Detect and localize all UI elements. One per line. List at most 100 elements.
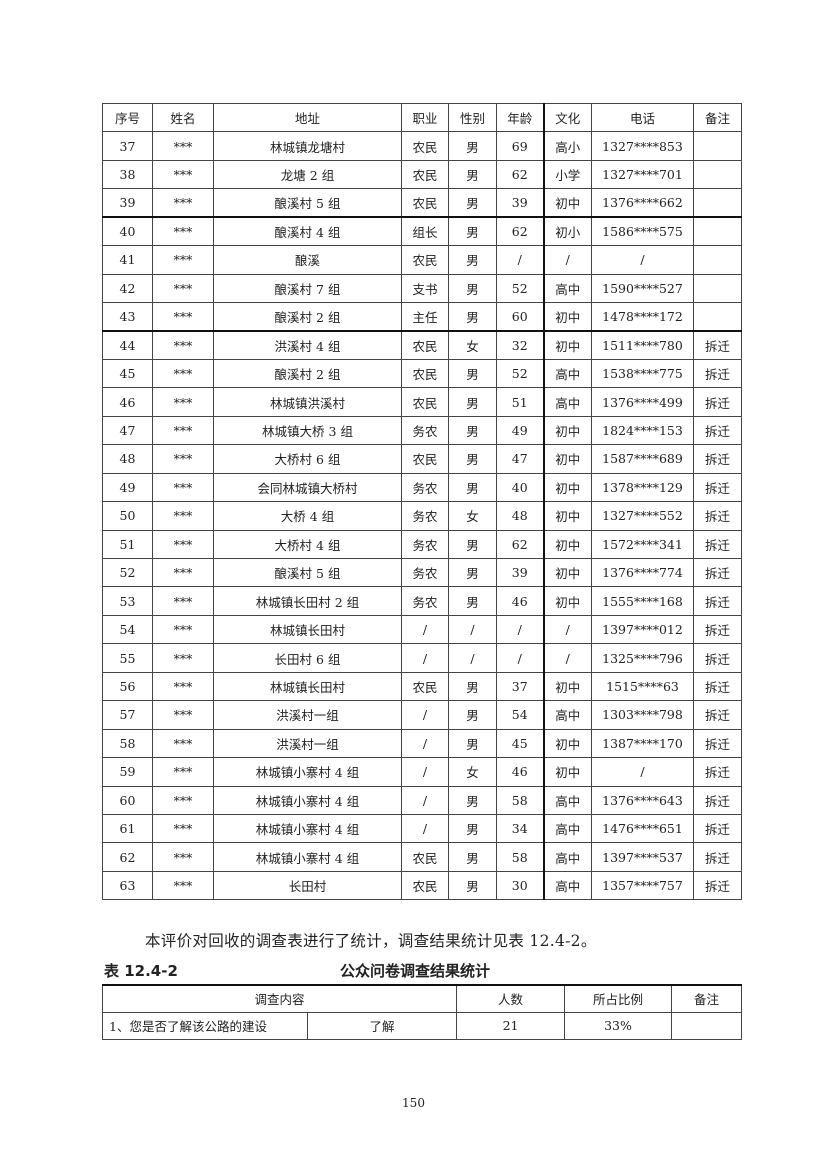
table-row: 52 *** 酿溪村 5 组务农男 39 初中 1376****774 拆迁 bbox=[102, 557, 742, 588]
survey-results-table: 调查内容 人数 所占比例 备注 1、您是否了解该公路的建设 了解 21 33% bbox=[101, 984, 743, 1040]
header-age: 年龄 bbox=[496, 102, 544, 133]
cell-gender: 男 bbox=[448, 557, 497, 588]
cell-remark: 拆迁 bbox=[693, 700, 742, 730]
cell-education: 初中 bbox=[542, 444, 592, 474]
cell-education: 初中 bbox=[542, 757, 592, 787]
cell-remark: 拆迁 bbox=[693, 728, 742, 759]
cell-address: 洪溪村一组 bbox=[213, 728, 402, 759]
cell-age: 52 bbox=[496, 358, 544, 389]
cell-education: 初中 bbox=[542, 302, 592, 332]
cell-index: 58 bbox=[102, 728, 153, 759]
cell-name: *** bbox=[152, 785, 214, 815]
cell-name: *** bbox=[152, 188, 214, 218]
cell-phone: 1397****012 bbox=[591, 614, 694, 645]
cell-occupation: / bbox=[401, 813, 449, 844]
cell-occupation: 务农 bbox=[401, 529, 449, 560]
cell-name: *** bbox=[152, 472, 214, 503]
cell-occupation: / bbox=[401, 643, 449, 673]
cell-index: 53 bbox=[102, 586, 153, 616]
cell-address: 林城镇长田村 bbox=[213, 671, 402, 702]
cell-age: / bbox=[496, 643, 544, 673]
table-row: 45 *** 酿溪村 2 组农民男 52 高中 1538****775 拆迁 bbox=[102, 358, 742, 389]
cell-remark: 拆迁 bbox=[693, 757, 742, 787]
cell-remark bbox=[693, 302, 742, 332]
cell-age: 40 bbox=[496, 472, 544, 503]
cell-education: 初中 bbox=[542, 188, 592, 218]
cell-name: *** bbox=[152, 444, 214, 474]
cell-index: 61 bbox=[102, 813, 153, 844]
header-count: 人数 bbox=[456, 984, 566, 1013]
cell-address: 林城镇龙塘村 bbox=[213, 131, 402, 161]
cell-education: / bbox=[542, 245, 592, 275]
cell-remark: 拆迁 bbox=[693, 643, 742, 673]
cell-remark: 拆迁 bbox=[693, 444, 742, 474]
cell-age: 46 bbox=[496, 586, 544, 616]
cell-address: 林城镇小寨村 4 组 bbox=[213, 785, 402, 815]
cell-remark: 拆迁 bbox=[693, 614, 742, 645]
table-row: 38 *** 龙塘 2 组农民男 62 小学 1327****701 bbox=[102, 159, 742, 190]
cell-occupation: 农民 bbox=[401, 159, 449, 190]
table-row: 42 *** 酿溪村 7 组支书男 52 高中 1590****527 bbox=[102, 273, 742, 304]
cell-address: 林城镇长田村 2 组 bbox=[213, 586, 402, 616]
cell-phone: / bbox=[591, 245, 694, 275]
cell-percent: 33% bbox=[564, 1011, 673, 1040]
cell-gender: 男 bbox=[448, 358, 497, 389]
cell-name: *** bbox=[152, 415, 214, 446]
cell-occupation: / bbox=[401, 785, 449, 815]
cell-address: 洪溪村 4 组 bbox=[213, 329, 402, 360]
cell-remark: 拆迁 bbox=[693, 813, 742, 844]
cell-occupation: 农民 bbox=[401, 358, 449, 389]
cell-name: *** bbox=[152, 273, 214, 304]
header-address: 地址 bbox=[213, 102, 402, 133]
cell-remark bbox=[693, 159, 742, 190]
cell-remark: 拆迁 bbox=[693, 785, 742, 815]
residents-table: 序号 姓名 地址 职业 性别 年龄 文化 电话 备注 37 *** 林城镇龙塘村 农民… bbox=[102, 102, 742, 901]
cell-gender: 男 bbox=[448, 472, 497, 503]
cell-name: *** bbox=[152, 329, 214, 360]
table-row: 60 *** 林城镇小寨村 4 组 / 男 58 高中 1376****643 拆迁 bbox=[102, 785, 742, 815]
cell-phone: 1357****757 bbox=[591, 870, 694, 901]
cell-address: 林城镇小寨村 4 组 bbox=[213, 757, 402, 787]
cell-remark: 拆迁 bbox=[693, 842, 742, 872]
cell-name: *** bbox=[152, 131, 214, 161]
cell-phone: 1303****798 bbox=[591, 700, 694, 730]
cell-occupation: 务农 bbox=[401, 472, 449, 503]
cell-gender: / bbox=[448, 614, 497, 645]
cell-phone: 1376****499 bbox=[591, 387, 694, 417]
cell-education: 初中 bbox=[542, 529, 592, 560]
cell-gender: 男 bbox=[448, 159, 497, 190]
cell-index: 62 bbox=[102, 842, 153, 872]
cell-age: / bbox=[496, 614, 544, 645]
cell-address: 林城镇长田村 bbox=[213, 614, 402, 645]
cell-phone: 1397****537 bbox=[591, 842, 694, 872]
cell-age: 39 bbox=[496, 557, 544, 588]
table-row: 59 *** 林城镇小寨村 4 组 / 女 46 初中 / 拆迁 bbox=[102, 757, 742, 787]
cell-age: 62 bbox=[496, 216, 544, 247]
cell-index: 47 bbox=[102, 415, 153, 446]
cell-count: 21 bbox=[456, 1011, 566, 1040]
cell-index: 37 bbox=[102, 131, 153, 161]
cell-occupation: / bbox=[401, 614, 449, 645]
header-occupation: 职业 bbox=[401, 102, 449, 133]
table-row: 48 *** 大桥村 6 组农民男 47 初中 1587****689 拆迁 bbox=[102, 444, 742, 474]
cell-index: 50 bbox=[102, 501, 153, 531]
cell-address: 大桥村 4 组 bbox=[213, 529, 402, 560]
table-row: 62 *** 林城镇小寨村 4 组农民男 58 高中 1397****537 拆迁 bbox=[102, 842, 742, 872]
cell-name: *** bbox=[152, 216, 214, 247]
cell-index: 54 bbox=[102, 614, 153, 645]
cell-age: 69 bbox=[496, 131, 544, 161]
cell-address: 酿溪村 4 组 bbox=[213, 216, 402, 247]
cell-age: 34 bbox=[496, 813, 544, 844]
cell-occupation: 农民 bbox=[401, 188, 449, 218]
cell-remark bbox=[693, 131, 742, 161]
cell-education: 高中 bbox=[542, 785, 592, 815]
cell-index: 42 bbox=[102, 273, 153, 304]
cell-education: / bbox=[542, 643, 592, 673]
cell-age: 48 bbox=[496, 501, 544, 531]
cell-occupation: 农民 bbox=[401, 131, 449, 161]
header-percent: 所占比例 bbox=[564, 984, 673, 1013]
cell-age: 49 bbox=[496, 415, 544, 446]
cell-phone: 1387****170 bbox=[591, 728, 694, 759]
cell-gender: 男 bbox=[448, 444, 497, 474]
cell-gender: 男 bbox=[448, 813, 497, 844]
